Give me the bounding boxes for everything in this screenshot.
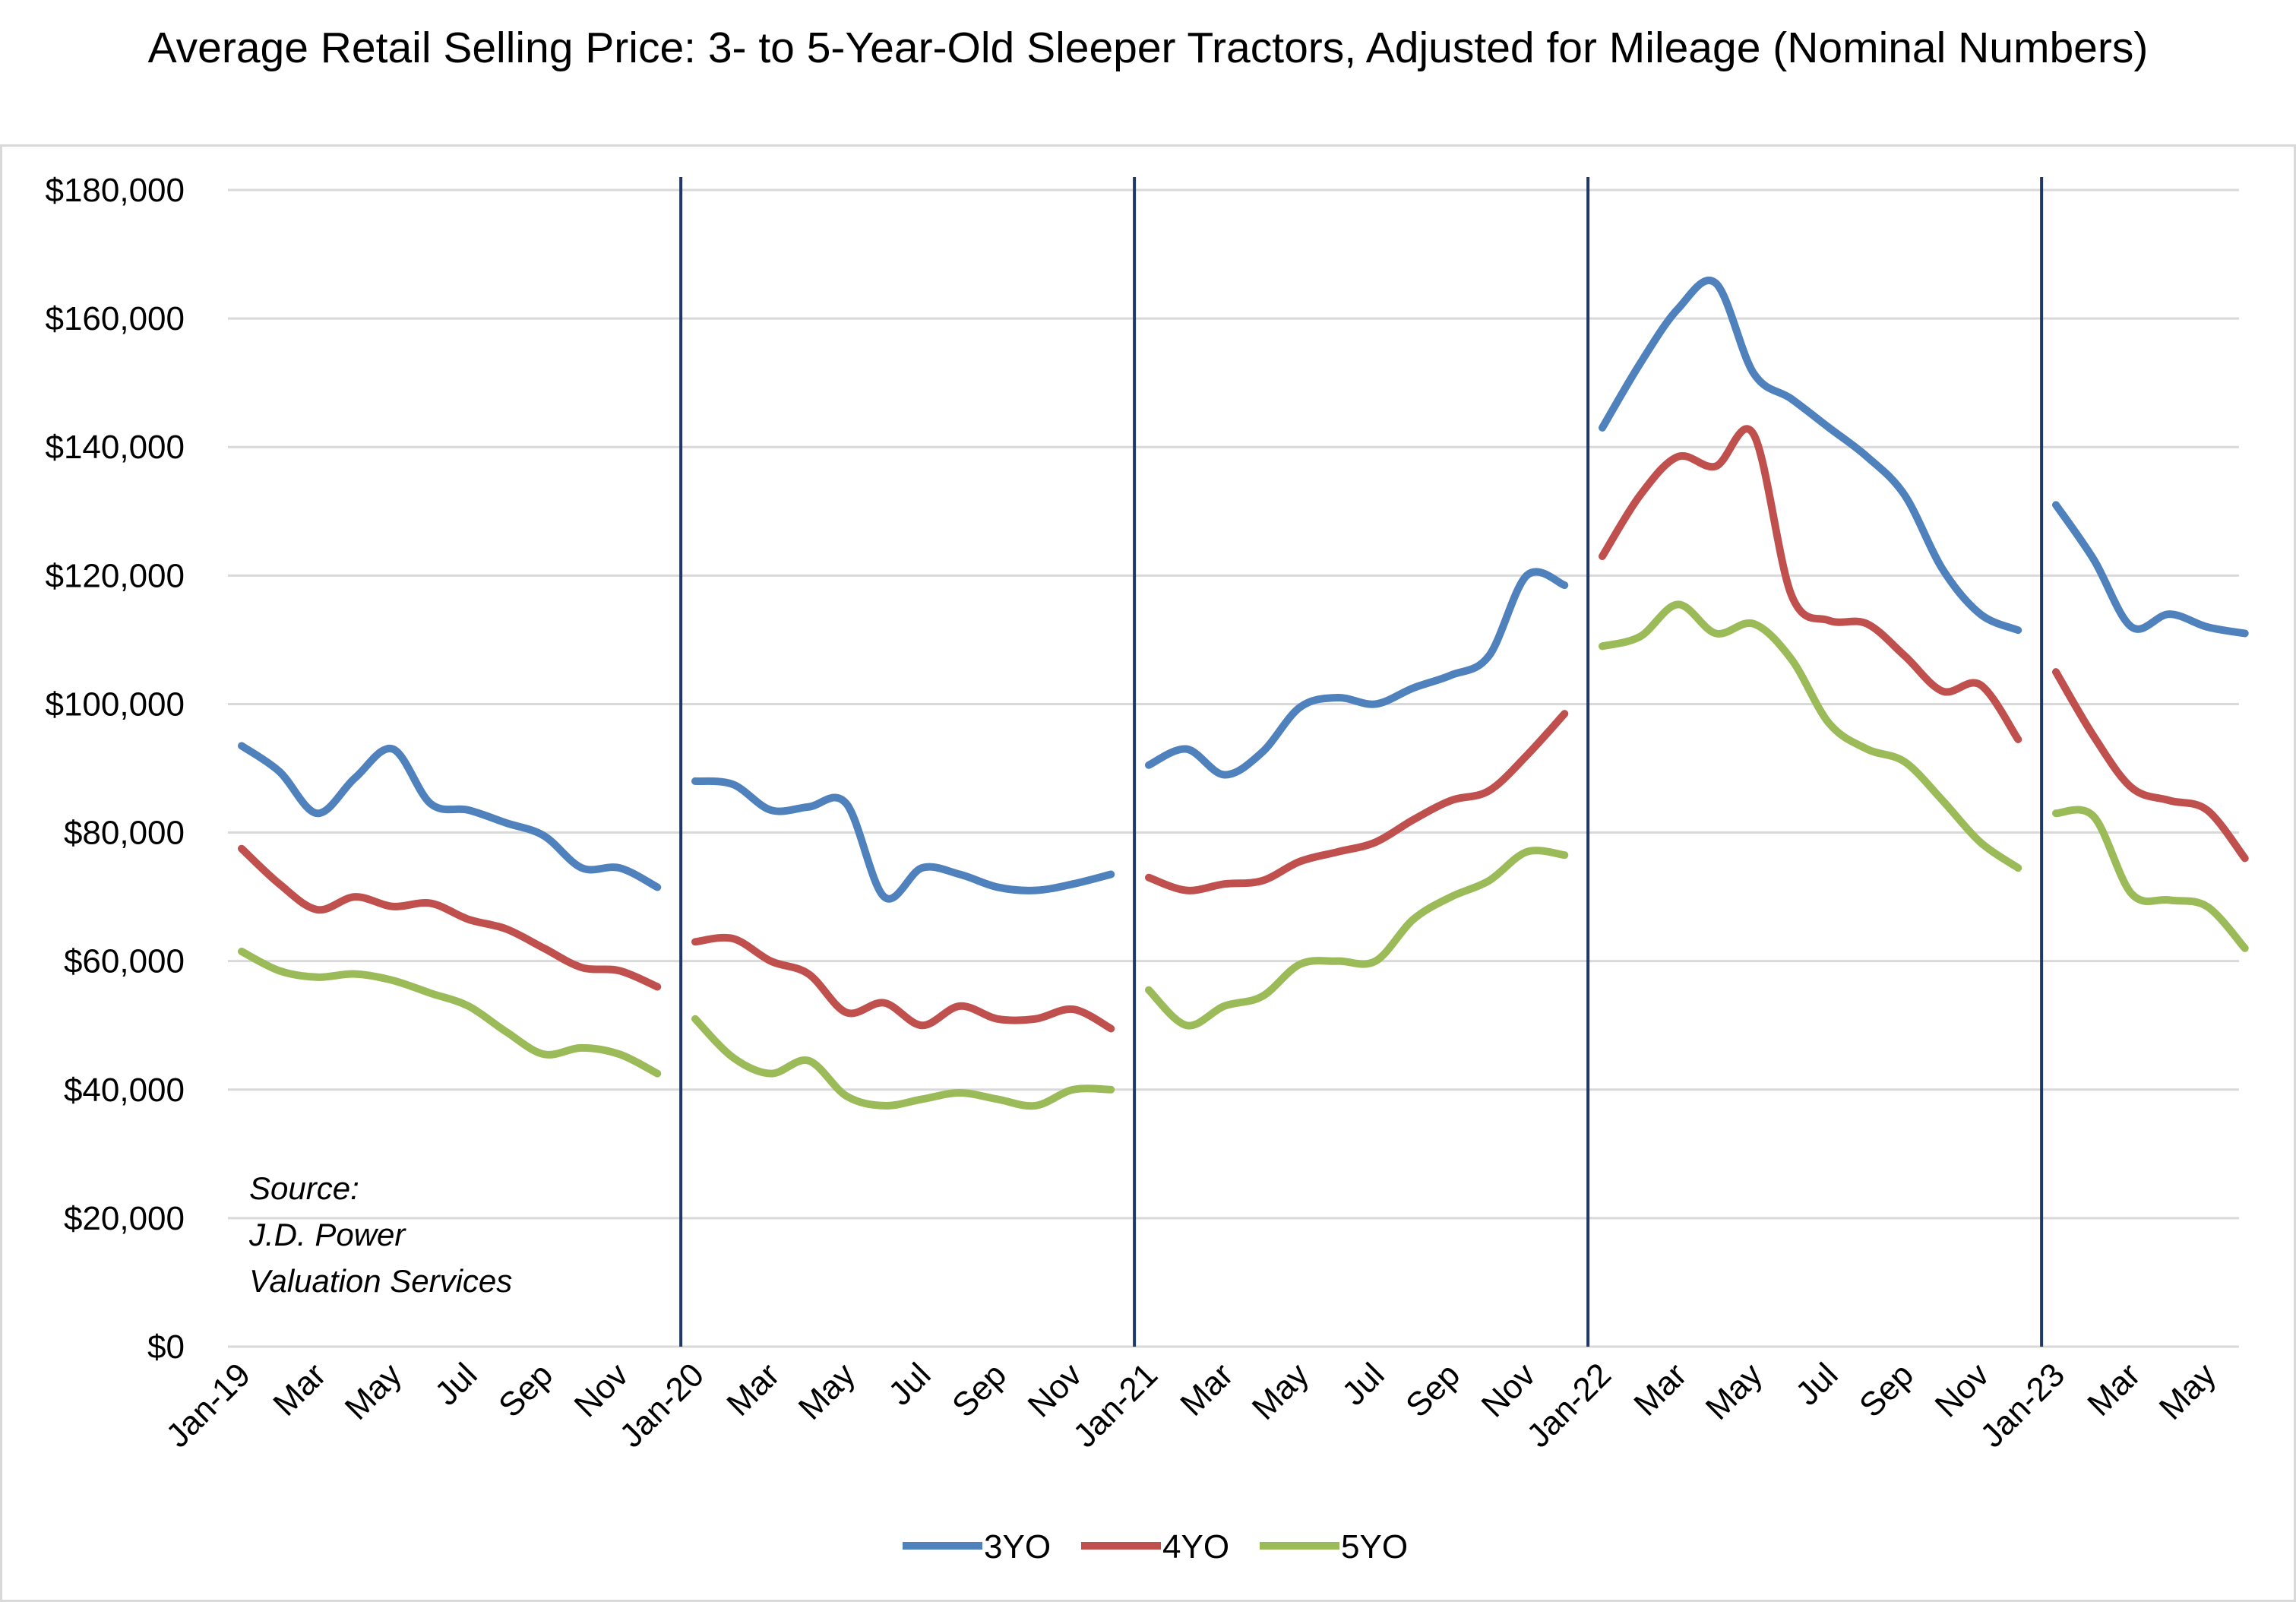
page-title: Average Retail Selling Price: 3- to 5-Ye… bbox=[147, 24, 2149, 72]
x-tick-label: May bbox=[1245, 1356, 1316, 1426]
series-line-3YO bbox=[2052, 501, 2249, 638]
y-tick-label: $120,000 bbox=[45, 557, 185, 594]
x-tick-label: Nov bbox=[1928, 1356, 1997, 1424]
x-tick-label: Mar bbox=[2080, 1356, 2147, 1423]
source-note-line: J.D. Power bbox=[248, 1217, 406, 1252]
x-tick-label: Jul bbox=[881, 1356, 938, 1412]
source-note: Source: J.D. Power Valuation Services bbox=[248, 1170, 512, 1299]
y-tick-label: $140,000 bbox=[45, 429, 185, 466]
x-tick-label: Mar bbox=[1627, 1356, 1694, 1423]
y-tick-label: $40,000 bbox=[64, 1072, 185, 1109]
x-tick-label: May bbox=[792, 1356, 862, 1426]
y-tick-label: $180,000 bbox=[45, 172, 185, 209]
series-line-5YO bbox=[2052, 806, 2249, 952]
x-tick-label: Mar bbox=[719, 1356, 786, 1423]
x-tick-label: Jul bbox=[428, 1356, 484, 1412]
legend: 3YO 4YO 5YO bbox=[903, 1528, 1408, 1566]
y-tick-label: $60,000 bbox=[64, 943, 185, 980]
y-axis-tick-labels: $0 $20,000 $40,000 $60,000 $80,000 $100,000 $1… bbox=[45, 172, 185, 1366]
line-chart: $0 $20,000 $40,000 $60,000 $80,000 $100,000 $1… bbox=[45, 172, 2249, 1566]
x-tick-label: Nov bbox=[568, 1356, 636, 1424]
series-line-5YO bbox=[1599, 600, 2022, 872]
series-line-4YO bbox=[691, 933, 1115, 1033]
series-line-5YO bbox=[1145, 847, 1569, 1030]
legend-label-5YO: 5YO bbox=[1341, 1528, 1408, 1566]
y-tick-label: $0 bbox=[147, 1328, 185, 1366]
series-line-5YO bbox=[691, 1015, 1115, 1110]
y-tick-label: $20,000 bbox=[64, 1200, 185, 1237]
y-tick-label: $80,000 bbox=[64, 815, 185, 852]
x-tick-label: Jul bbox=[1788, 1356, 1845, 1412]
gridlines bbox=[228, 188, 2239, 1348]
x-tick-label: Jan-23 bbox=[1973, 1356, 2072, 1455]
x-tick-label: Sep bbox=[945, 1356, 1014, 1424]
x-tick-label: Sep bbox=[1399, 1356, 1467, 1424]
y-tick-label: $100,000 bbox=[45, 685, 185, 723]
series-line-4YO bbox=[2052, 668, 2249, 863]
x-tick-label: Sep bbox=[1852, 1356, 1921, 1424]
x-tick-label: Sep bbox=[492, 1356, 560, 1424]
series-lines bbox=[238, 277, 2249, 1110]
x-tick-label: May bbox=[338, 1356, 409, 1426]
x-tick-label: Mar bbox=[1173, 1356, 1240, 1423]
legend-label-3YO: 3YO bbox=[984, 1528, 1051, 1566]
x-tick-label: Jan-21 bbox=[1066, 1356, 1165, 1455]
year-dividers bbox=[679, 177, 2044, 1347]
x-tick-label: Jul bbox=[1335, 1356, 1391, 1412]
series-line-4YO bbox=[238, 844, 662, 991]
x-tick-label: Jan-19 bbox=[159, 1356, 258, 1455]
x-tick-label: May bbox=[2152, 1356, 2223, 1426]
source-note-line: Source: bbox=[249, 1170, 359, 1206]
series-line-3YO bbox=[1599, 277, 2022, 635]
x-tick-label: Jan-20 bbox=[612, 1356, 711, 1455]
series-line-4YO bbox=[1599, 425, 2022, 743]
x-tick-label: Jan-22 bbox=[1520, 1356, 1618, 1455]
y-tick-label: $160,000 bbox=[45, 300, 185, 337]
x-tick-label: Nov bbox=[1021, 1356, 1089, 1424]
series-line-3YO bbox=[1145, 568, 1569, 779]
x-tick-label: Nov bbox=[1475, 1356, 1543, 1424]
series-line-5YO bbox=[238, 947, 662, 1078]
x-tick-label: Mar bbox=[266, 1356, 333, 1423]
source-note-line: Valuation Services bbox=[249, 1263, 512, 1299]
chart-frame: $0 $20,000 $40,000 $60,000 $80,000 $100,000 $1… bbox=[0, 144, 2296, 1602]
x-tick-label: May bbox=[1699, 1356, 1769, 1426]
series-line-3YO bbox=[238, 742, 662, 891]
legend-label-4YO: 4YO bbox=[1162, 1528, 1229, 1566]
series-line-3YO bbox=[691, 777, 1115, 903]
series-line-4YO bbox=[1145, 710, 1569, 894]
